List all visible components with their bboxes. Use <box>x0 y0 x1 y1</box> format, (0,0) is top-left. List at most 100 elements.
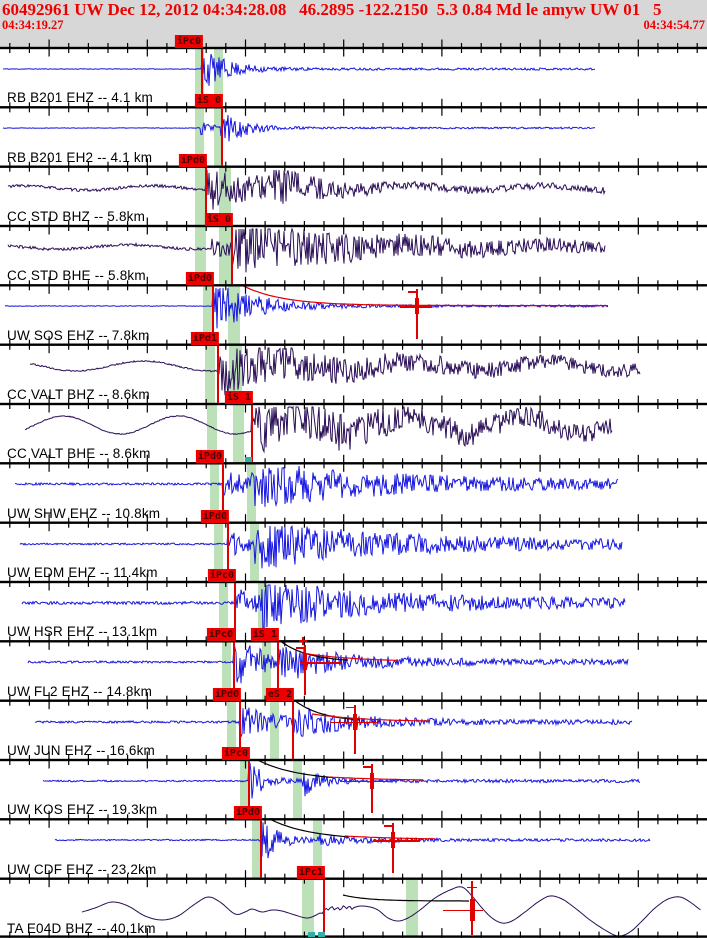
pick-line[interactable] <box>248 761 250 819</box>
coda-upper-tick <box>384 825 392 827</box>
pick-line[interactable] <box>323 879 325 937</box>
pick-line[interactable] <box>227 523 229 581</box>
teal-mark <box>245 457 252 463</box>
pick-flag[interactable]: iS 0 <box>194 94 223 108</box>
pick-flag[interactable]: iPd0 <box>185 272 214 286</box>
phase-window-band <box>214 108 223 166</box>
trace-panel[interactable] <box>0 879 707 938</box>
coda-upper-tick <box>467 886 477 889</box>
waveform <box>19 524 623 569</box>
pick-flag[interactable]: iPc0 <box>174 35 203 48</box>
pick-line[interactable] <box>217 345 219 403</box>
pick-line[interactable] <box>222 464 224 522</box>
pick-flag[interactable]: iPd0 <box>200 509 229 523</box>
trace-panel[interactable] <box>0 345 707 404</box>
waveform <box>29 346 641 396</box>
pick-line[interactable] <box>234 583 236 641</box>
station-label: UW KOS EHZ -- 19.3km <box>7 802 158 818</box>
pick-flag[interactable]: iPd0 <box>178 153 207 167</box>
phase-window-band <box>270 701 279 759</box>
waveform <box>3 53 596 86</box>
teal-mark <box>308 932 315 937</box>
pick-flag[interactable]: iPd0 <box>212 687 241 701</box>
pick-line[interactable] <box>231 227 233 285</box>
phase-window-band <box>205 345 215 403</box>
trace-panel[interactable] <box>0 700 707 760</box>
station-label: UW SHW EHZ -- 10.8km <box>7 505 161 521</box>
trace-panel[interactable] <box>0 48 707 107</box>
waveform <box>27 641 629 684</box>
waveform <box>7 169 606 210</box>
pick-line[interactable] <box>233 642 235 700</box>
phase-window-band <box>229 345 242 403</box>
trace-panel[interactable] <box>0 226 707 285</box>
waveform <box>81 885 701 937</box>
coda-baseline-line <box>443 909 483 912</box>
pick-flag[interactable]: iPc0 <box>206 628 235 642</box>
trace-panel[interactable] <box>0 107 707 166</box>
pick-flag[interactable]: iS 0 <box>204 213 233 226</box>
pick-flag[interactable]: iPc1 <box>296 865 325 879</box>
trace-panel[interactable] <box>0 760 707 819</box>
coda-upper-tick <box>408 291 416 293</box>
station-label: UW JUN EHZ -- 16.6km <box>7 743 156 758</box>
phase-window-band <box>195 167 206 225</box>
pick-line[interactable] <box>221 108 223 166</box>
station-label: UW CDF EHZ -- 23.2km <box>7 861 157 877</box>
window-start-time: 04:34:19.27 <box>2 18 64 32</box>
trace-panel[interactable] <box>0 167 707 226</box>
phase-window-band <box>227 701 236 759</box>
phase-window-band <box>195 49 204 107</box>
phase-window-band <box>219 583 228 641</box>
pick-line[interactable] <box>205 167 207 225</box>
pick-line[interactable] <box>201 49 203 107</box>
window-end-time: 04:34:54.77 <box>643 18 705 32</box>
station-label: CC STD BHE -- 5.8km <box>7 268 146 284</box>
phase-window-band <box>293 761 302 819</box>
station-label: TA E04D BHZ -- 40.1km <box>7 921 156 936</box>
phase-window-band <box>247 464 256 522</box>
phase-window-band <box>240 761 249 819</box>
pick-flag[interactable]: iS 1 <box>250 628 279 642</box>
phase-window-band <box>406 879 418 937</box>
plus-marker <box>302 637 304 646</box>
phase-window-band <box>222 642 231 700</box>
pick-line[interactable] <box>251 405 253 463</box>
phase-window-band <box>214 523 223 581</box>
pick-line[interactable] <box>239 701 241 759</box>
coda-upper-tick <box>363 766 371 768</box>
pick-line[interactable] <box>212 286 214 344</box>
phase-window-band <box>207 405 217 463</box>
pick-line[interactable] <box>277 642 279 700</box>
trace-panel[interactable] <box>0 285 707 344</box>
trace-panel[interactable] <box>0 819 707 878</box>
pick-flag[interactable]: iPd1 <box>190 331 219 345</box>
pick-flag[interactable]: iPd0 <box>233 806 262 820</box>
waveform <box>21 584 626 632</box>
coda-baseline-line <box>300 662 341 664</box>
waveform <box>2 115 596 142</box>
phase-window-band <box>302 879 314 937</box>
event-header: 60492961 UW Dec 12, 2012 04:34:28.08 46.… <box>2 0 662 19</box>
waveform <box>14 466 619 508</box>
station-label: CC STD BHZ -- 5.8km <box>7 209 146 224</box>
phase-window-band <box>195 227 206 285</box>
phase-window-band <box>214 49 223 107</box>
phase-window-band <box>210 464 219 522</box>
trace-panel[interactable] <box>0 582 707 641</box>
trace-panel[interactable] <box>0 404 707 463</box>
station-label: CC VALT BHE -- 8.6km <box>7 446 151 462</box>
pick-line[interactable] <box>260 820 262 878</box>
pick-flag[interactable]: iS 1 <box>224 391 253 404</box>
phase-window-band <box>219 227 231 285</box>
pick-line[interactable] <box>292 701 294 759</box>
pick-flag[interactable]: iPc0 <box>207 569 236 582</box>
pick-flag[interactable]: eS 2 <box>265 687 294 701</box>
trace-panel[interactable] <box>0 641 707 700</box>
trace-panel[interactable] <box>0 463 707 522</box>
coda-upper-tick <box>296 647 304 649</box>
pick-flag[interactable]: iPd0 <box>195 450 224 464</box>
pick-flag[interactable]: iPc0 <box>221 747 250 760</box>
trace-panel[interactable] <box>0 523 707 582</box>
